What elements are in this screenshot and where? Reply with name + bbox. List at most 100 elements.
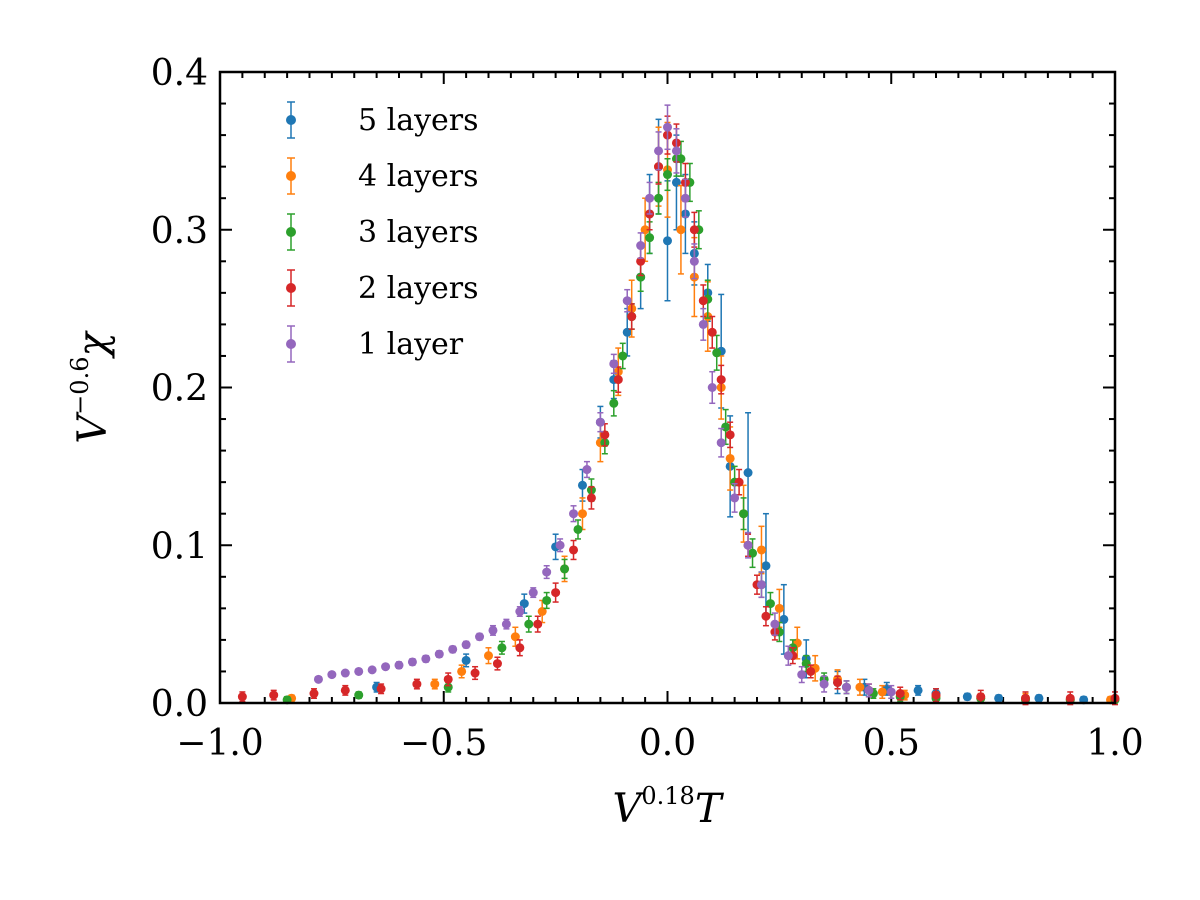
data-point xyxy=(756,545,766,555)
data-point xyxy=(430,679,440,689)
y-tick-labels: 0.0 0.1 0.2 0.3 0.4 xyxy=(151,53,208,725)
data-point xyxy=(461,640,471,650)
data-point xyxy=(551,588,561,598)
x-tick-label: −1.0 xyxy=(176,723,263,764)
data-point xyxy=(501,619,511,629)
data-point xyxy=(1065,693,1075,703)
data-point xyxy=(609,398,619,408)
data-point xyxy=(524,619,534,629)
y-tick-label: 0.4 xyxy=(151,53,208,94)
data-point xyxy=(774,603,784,613)
data-point xyxy=(367,665,377,675)
data-point xyxy=(725,430,735,440)
data-point xyxy=(313,674,323,684)
x-tick-label: 0.5 xyxy=(863,723,920,764)
data-point xyxy=(833,677,843,687)
data-point xyxy=(725,453,735,463)
data-point xyxy=(756,580,766,590)
data-point xyxy=(354,690,364,700)
data-point xyxy=(663,122,672,132)
data-point xyxy=(640,225,650,235)
data-point xyxy=(716,438,726,448)
data-point xyxy=(761,611,771,621)
data-point xyxy=(412,679,422,689)
data-point xyxy=(627,312,637,322)
data-point xyxy=(595,417,605,427)
data-point xyxy=(689,225,699,235)
data-point xyxy=(533,619,543,629)
data-point xyxy=(618,351,628,361)
data-point xyxy=(510,632,520,642)
data-point xyxy=(237,692,247,702)
plot-frame xyxy=(218,70,1117,705)
data-point xyxy=(886,687,896,697)
data-point xyxy=(497,643,507,653)
legend-label: 2 layers xyxy=(358,271,479,306)
data-point xyxy=(698,296,708,306)
data-point xyxy=(376,684,386,694)
data-point xyxy=(663,236,672,246)
data-point xyxy=(560,564,570,574)
legend-marker xyxy=(286,171,296,181)
y-tick-label: 0.3 xyxy=(151,211,208,252)
data-point xyxy=(654,193,664,203)
data-point xyxy=(707,383,717,392)
data-point xyxy=(680,193,690,203)
data-point xyxy=(582,465,592,475)
data-point xyxy=(609,359,619,369)
data-point xyxy=(340,685,350,695)
data-point xyxy=(721,422,731,432)
data-point xyxy=(698,319,708,329)
data-point xyxy=(676,154,686,164)
data-point xyxy=(761,561,771,571)
data-point xyxy=(542,567,552,577)
x-tick-label: 0.0 xyxy=(639,723,696,764)
data-point xyxy=(443,674,453,684)
legend-label: 3 layers xyxy=(358,215,479,250)
data-point xyxy=(748,548,758,558)
data-point xyxy=(783,651,793,661)
data-point xyxy=(528,588,538,598)
data-point xyxy=(492,659,502,669)
data-point xyxy=(457,666,467,676)
data-point xyxy=(819,679,829,689)
data-point xyxy=(407,657,417,667)
x-axis-label: V0.18T xyxy=(612,782,724,832)
data-point xyxy=(340,668,350,678)
data-point xyxy=(765,599,775,609)
data-point xyxy=(931,690,941,700)
data-point xyxy=(645,233,655,243)
data-point xyxy=(855,682,865,692)
data-point xyxy=(671,146,681,156)
data-point xyxy=(354,666,364,676)
data-point xyxy=(421,654,431,664)
data-point xyxy=(712,348,722,358)
data-point xyxy=(537,607,547,617)
data-point xyxy=(577,509,587,519)
data-point xyxy=(309,689,319,699)
data-point xyxy=(743,468,753,478)
data-point xyxy=(689,256,699,266)
data-point xyxy=(895,689,905,699)
data-point xyxy=(716,375,726,385)
data-point xyxy=(269,690,279,700)
data-point xyxy=(797,670,807,680)
data-point xyxy=(569,509,579,519)
data-point xyxy=(555,540,565,550)
data-point xyxy=(994,693,1004,703)
data-point xyxy=(663,170,672,180)
data-point xyxy=(573,524,583,534)
legend-label: 5 layers xyxy=(358,103,479,138)
data-point xyxy=(488,625,498,635)
y-tick-label: 0.2 xyxy=(151,369,208,410)
legend: 5 layers 4 layers 3 layers 2 layers 1 layer xyxy=(286,101,479,363)
data-point xyxy=(1021,693,1030,703)
data-point xyxy=(327,670,337,680)
data-point xyxy=(877,687,887,697)
data-series xyxy=(237,104,1120,706)
legend-marker xyxy=(286,227,296,237)
data-point xyxy=(448,644,458,654)
data-point xyxy=(542,595,552,605)
data-point xyxy=(770,619,780,629)
